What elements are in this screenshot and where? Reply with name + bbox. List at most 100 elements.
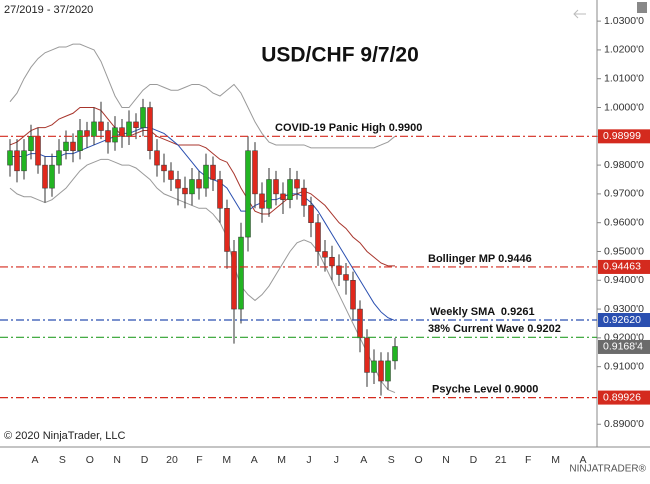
candle-body (357, 308, 363, 339)
chart-title: USD/CHF 9/7/20 (261, 44, 419, 67)
candle-body (224, 208, 230, 252)
candle-body (259, 193, 265, 209)
candle-body (70, 141, 76, 151)
candle-body (217, 179, 223, 209)
last-price-box (598, 339, 650, 354)
candle-body (49, 164, 55, 189)
x-tick-label: J (306, 454, 311, 466)
price-box-label: 0.89926 (603, 391, 641, 403)
level-annotation: Bollinger MP 0.9446 (428, 253, 532, 265)
x-tick-label: A (251, 454, 258, 466)
candle-body (343, 274, 349, 281)
y-tick-label: 0.8900'0 (604, 418, 644, 430)
y-tick-label: 0.9300'0 (604, 303, 644, 315)
candle-body (210, 164, 216, 180)
price-box (598, 129, 650, 144)
candle-body (252, 150, 258, 195)
price-box-label: 0.94463 (603, 261, 641, 273)
y-tick-label: 0.9800'0 (604, 159, 644, 171)
indicator-line (9, 107, 395, 267)
candle-body (378, 360, 384, 382)
y-tick-label: 1.0100'0 (604, 72, 644, 84)
candle-body (371, 360, 377, 373)
indicator-line (9, 158, 396, 394)
candle-body (364, 337, 370, 373)
candle-body (203, 164, 209, 189)
candle-body (161, 164, 167, 172)
candle-body (21, 150, 27, 172)
copyright: © 2020 NinjaTrader, LLC (4, 430, 125, 442)
x-tick-label: N (442, 454, 450, 466)
scroll-arrow[interactable] (573, 9, 586, 19)
price-box-label: 0.98999 (603, 130, 641, 142)
x-tick-label: S (59, 454, 66, 466)
candle-body (42, 164, 48, 189)
x-tick-label: N (113, 454, 121, 466)
candle-body (63, 141, 69, 151)
brand: NINJATRADER® (569, 464, 646, 475)
y-tick-label: 1.0300'0 (604, 15, 644, 27)
y-tick-label: 0.9400'0 (604, 274, 644, 286)
candle-body (273, 179, 279, 195)
candle-body (147, 107, 153, 151)
price-box (598, 313, 650, 328)
candle-body (28, 136, 34, 151)
candle-body (175, 179, 181, 189)
candle-body (329, 256, 335, 267)
candle-body (266, 179, 272, 209)
candle-body (14, 150, 20, 172)
y-tick-label: 1.0200'0 (604, 44, 644, 56)
candle-body (182, 187, 188, 195)
candle-body (35, 136, 41, 166)
x-tick-label: J (334, 454, 339, 466)
indicator-line (9, 43, 396, 149)
candle-body (140, 107, 146, 128)
x-tick-label: 20 (166, 454, 178, 466)
candle-body (322, 251, 328, 258)
y-tick-label: 0.9600'0 (604, 216, 644, 228)
candle-body (238, 236, 244, 310)
candle-body (126, 121, 132, 137)
candle-body (56, 150, 62, 166)
candle-body (119, 127, 125, 137)
candle-body (112, 127, 118, 143)
candle-body (301, 187, 307, 206)
candle-body (315, 222, 321, 252)
candle-body (350, 280, 356, 310)
candle-body (231, 251, 237, 310)
candle-body (308, 205, 314, 223)
price-box (598, 259, 650, 274)
x-tick-label: F (525, 454, 531, 466)
x-tick-label: F (196, 454, 202, 466)
candle-body (196, 179, 202, 189)
candle-body (77, 130, 83, 151)
level-annotation: COVID-19 Panic High 0.9900 (275, 122, 422, 134)
last-price-label: 0.9168'4 (603, 341, 643, 353)
price-box (598, 390, 650, 405)
candle-body (245, 150, 251, 238)
level-annotation: Psyche Level 0.9000 (432, 383, 538, 395)
x-tick-label: A (579, 454, 586, 466)
candle-body (91, 121, 97, 137)
candle-body (98, 121, 104, 131)
y-tick-label: 0.9700'0 (604, 188, 644, 200)
x-tick-label: M (222, 454, 231, 466)
y-tick-label: 1.0000'0 (604, 101, 644, 113)
x-tick-label: O (86, 454, 94, 466)
x-tick-label: M (277, 454, 286, 466)
y-tick-label: 0.9100'0 (604, 360, 644, 372)
x-tick-label: A (360, 454, 367, 466)
candle-body (280, 193, 286, 200)
candle-body (168, 170, 174, 180)
price-box-label: 0.92620 (603, 314, 641, 326)
candle-body (287, 179, 293, 200)
candle-body (294, 179, 300, 189)
x-tick-label: S (388, 454, 395, 466)
x-tick-label: D (141, 454, 149, 466)
candle-body (336, 265, 342, 275)
candle-body (154, 150, 160, 166)
x-tick-label: 21 (495, 454, 507, 466)
period: 27/2019 - 37/2020 (4, 4, 93, 16)
